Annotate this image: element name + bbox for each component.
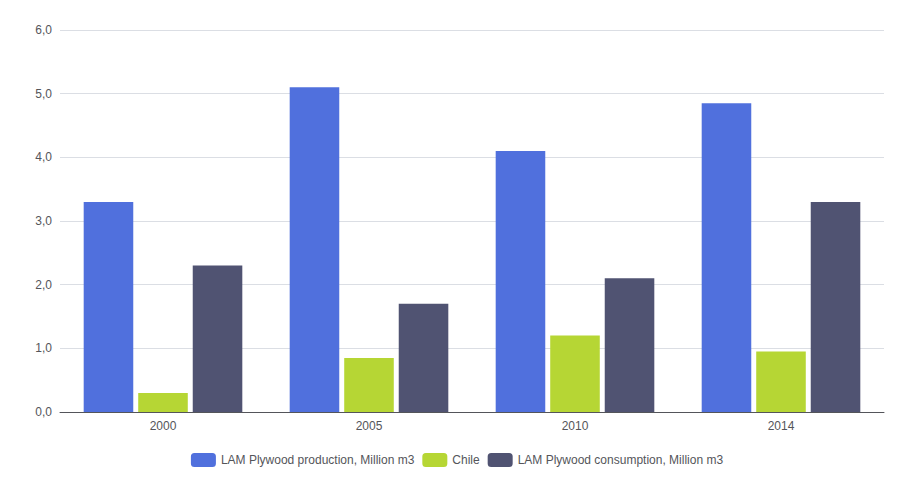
svg-text:5,0: 5,0	[35, 87, 52, 101]
svg-text:Chile: Chile	[452, 453, 480, 467]
svg-text:2005: 2005	[356, 419, 383, 433]
svg-text:0,0: 0,0	[35, 405, 52, 419]
svg-text:4,0: 4,0	[35, 150, 52, 164]
svg-text:6,0: 6,0	[35, 23, 52, 37]
svg-text:2014: 2014	[768, 419, 795, 433]
svg-text:2,0: 2,0	[35, 278, 52, 292]
svg-text:LAM Plywood consumption, Milli: LAM Plywood consumption, Million m3	[518, 453, 724, 467]
svg-text:2010: 2010	[562, 419, 589, 433]
svg-text:LAM Plywood production, Millio: LAM Plywood production, Million m3	[221, 453, 415, 467]
svg-text:1,0: 1,0	[35, 341, 52, 355]
svg-text:3,0: 3,0	[35, 214, 52, 228]
svg-text:2000: 2000	[150, 419, 177, 433]
